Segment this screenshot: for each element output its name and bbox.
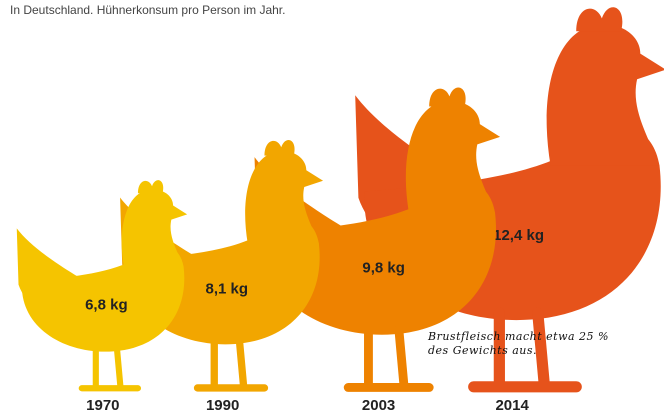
chicken-neck	[122, 190, 187, 268]
category-label: 2003	[362, 397, 395, 414]
category-label: 1990	[206, 397, 239, 414]
chart: 12,4 kg 2014 9,8 kg 2003 8,1 kg 1990 6,8 kg 197…	[0, 0, 664, 417]
chicken-legs	[348, 329, 429, 387]
value-label: 9,8 kg	[362, 259, 405, 276]
value-label: 12,4 kg	[493, 227, 544, 244]
chicken-comb	[138, 180, 163, 193]
chicken	[17, 180, 187, 388]
chicken-comb	[576, 7, 622, 31]
value-label: 8,1 kg	[206, 281, 249, 298]
subtitle: In Deutschland. Hühnerkonsum pro Person …	[10, 3, 285, 17]
annotation: Brustfleisch macht etwa 25 % des Gewicht…	[428, 330, 633, 358]
category-label: 1970	[86, 397, 119, 414]
chicken-legs	[198, 340, 265, 388]
chicken-comb	[264, 140, 294, 156]
chicken-neck	[547, 24, 664, 165]
value-label: 6,8 kg	[85, 297, 128, 314]
category-label: 2014	[495, 397, 529, 414]
chicken-comb	[429, 87, 465, 106]
chicken-legs	[82, 348, 138, 388]
chicken-neck	[406, 101, 500, 213]
